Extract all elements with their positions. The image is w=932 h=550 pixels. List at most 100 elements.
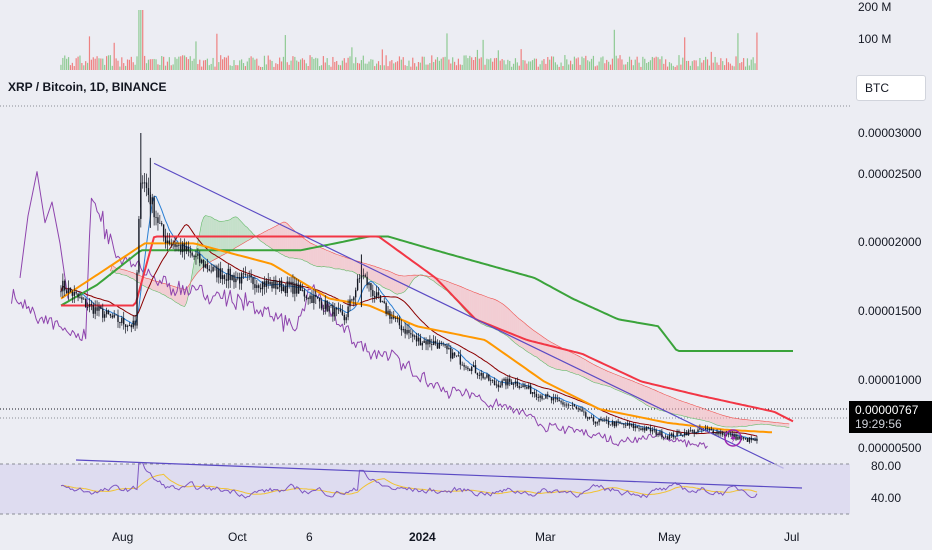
volume-bar <box>583 58 585 70</box>
cloud-segment <box>401 275 404 294</box>
volume-bar <box>225 57 227 70</box>
volume-bar <box>223 57 226 70</box>
candle-body <box>609 424 612 426</box>
volume-bar <box>107 55 110 70</box>
cloud-segment <box>494 299 497 330</box>
volume-bar <box>739 63 741 70</box>
candle-body <box>337 309 340 311</box>
cloud-segment <box>239 219 242 246</box>
volume-bar <box>368 61 370 70</box>
candle-body <box>214 266 216 268</box>
currency-selector[interactable]: BTC <box>856 75 926 101</box>
volume-bar <box>277 64 279 70</box>
candle-body <box>547 394 549 397</box>
candle-body <box>324 300 326 309</box>
volume-bar <box>96 56 98 70</box>
candle-body <box>334 307 336 317</box>
cloud-segment <box>121 269 124 275</box>
cloud-segment <box>682 401 685 417</box>
cloud-segment <box>332 252 335 269</box>
cloud-segment <box>378 267 381 286</box>
cloud-segment <box>699 407 702 421</box>
candle-body <box>130 325 133 328</box>
volume-bar <box>469 55 471 70</box>
cloud-segment <box>561 347 563 371</box>
volume-bar <box>630 59 633 70</box>
candle-body <box>100 306 102 309</box>
lightning-icon[interactable] <box>724 429 742 447</box>
cloud-segment <box>131 272 134 279</box>
candle-body <box>391 316 393 319</box>
main-trendline[interactable] <box>153 162 784 469</box>
candle-body <box>482 372 484 379</box>
volume-bar <box>592 55 595 70</box>
volume-bar <box>465 55 467 70</box>
cloud-segment <box>768 421 771 425</box>
volume-bar <box>579 64 581 70</box>
volume-pane <box>60 10 758 70</box>
cloud-segment <box>144 277 147 288</box>
candle-body <box>526 386 528 389</box>
cloud-segment <box>241 221 244 245</box>
volume-bar <box>252 57 254 70</box>
cloud-segment <box>678 400 681 416</box>
volume-bar <box>138 10 140 70</box>
cloud-segment <box>129 271 132 279</box>
candle-body <box>75 291 77 294</box>
cloud-segment <box>330 252 333 269</box>
rsi-trendline[interactable] <box>75 459 803 489</box>
candle-body <box>554 397 557 399</box>
volume-bar <box>573 56 575 70</box>
cloud-segment <box>348 258 350 272</box>
cloud-segment <box>336 254 339 269</box>
candle-body <box>370 283 372 291</box>
cloud-segment <box>220 221 223 257</box>
volume-bar <box>562 66 564 70</box>
cloud-segment <box>524 323 527 352</box>
cloud-segment <box>485 296 487 327</box>
volume-bar <box>724 65 726 70</box>
volume-bar <box>444 56 446 70</box>
candle-body <box>467 367 469 370</box>
volume-bar <box>687 60 690 70</box>
volume-bar <box>720 58 722 70</box>
volume-bar <box>117 60 119 70</box>
cloud-segment <box>209 216 212 263</box>
candle-body <box>212 266 214 272</box>
volume-bar <box>600 57 602 70</box>
cloud-segment <box>477 293 480 323</box>
cloud-segment <box>384 269 387 289</box>
volume-bar <box>756 32 758 70</box>
volume-bar <box>377 61 380 70</box>
volume-bar <box>389 61 391 70</box>
cloud-segment <box>327 250 330 268</box>
volume-bar <box>159 64 161 70</box>
cloud-segment <box>532 329 535 357</box>
candle-body <box>92 305 94 314</box>
volume-bar <box>185 57 188 70</box>
cloud-segment <box>772 422 775 426</box>
cloud-segment <box>640 384 643 403</box>
candle-body <box>417 337 420 342</box>
volume-bar <box>682 57 684 70</box>
cloud-segment <box>614 373 617 390</box>
volume-bar <box>644 58 646 70</box>
candle-body <box>239 277 241 284</box>
volume-bar <box>623 64 625 70</box>
candle-body <box>67 287 70 293</box>
volume-bar <box>62 57 64 70</box>
volume-bar <box>602 56 604 70</box>
volume-bar <box>102 58 104 70</box>
volume-bar <box>170 65 172 70</box>
volume-bar <box>410 66 412 70</box>
volume-bar <box>166 61 169 70</box>
volume-bar <box>528 61 530 70</box>
candle-body <box>545 394 547 399</box>
volume-bar <box>436 57 439 70</box>
candle-body <box>611 421 614 425</box>
cloud-segment <box>642 385 645 404</box>
volume-bar <box>261 66 264 70</box>
rsi-axis-label-80: 80.00 <box>871 459 901 473</box>
volume-bar <box>81 62 83 70</box>
